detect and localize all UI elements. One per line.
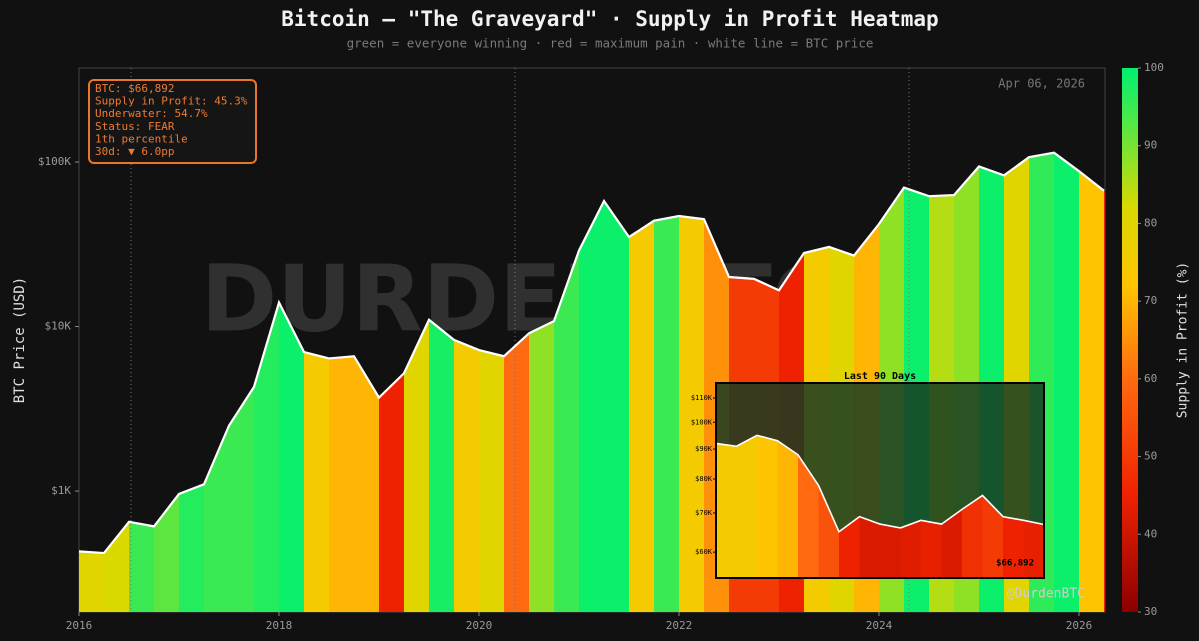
date-label: Apr 06, 2026 [998, 77, 1085, 91]
y-tick-label: $10K [45, 320, 72, 333]
x-tick-label: 2020 [466, 619, 493, 632]
inset-frame [715, 382, 1045, 579]
inset-heat-column [798, 454, 819, 578]
inset-heat-column [941, 509, 962, 578]
heat-column [604, 200, 629, 612]
chart-subtitle: green = everyone winning · red = maximum… [347, 36, 874, 51]
x-tick-label: 2024 [866, 619, 893, 632]
heat-column [254, 302, 279, 612]
heat-column [529, 321, 554, 612]
info-line: 1th percentile [95, 132, 188, 145]
inset-heat-column [818, 485, 839, 578]
inset-price-label: $66,892 [996, 559, 1034, 569]
inset-price-line [715, 434, 1045, 534]
heat-column [104, 521, 129, 612]
heat-column [504, 333, 529, 612]
colorbar-tick-label: 40 [1144, 527, 1157, 540]
info-line: Supply in Profit: 45.3% [95, 95, 248, 108]
heat-column [129, 521, 154, 612]
inset-heat-column [921, 520, 942, 578]
inset-heat-column [880, 524, 901, 578]
heat-column [1079, 171, 1104, 612]
info-line: Status: FEAR [95, 120, 175, 133]
inset-y-tick-label: $70K [695, 509, 713, 517]
inset-heat-column [1023, 520, 1044, 578]
heat-column [679, 215, 704, 612]
heat-column [654, 215, 679, 612]
inset-heat-column [839, 516, 860, 578]
inset-y-tick-label: $100K [691, 418, 713, 426]
heat-column [179, 484, 204, 612]
inset-heat-column [1003, 516, 1024, 578]
info-line: BTC: $66,892 [95, 82, 174, 95]
heat-column [304, 352, 329, 612]
colorbar-tick-label: 50 [1144, 450, 1157, 463]
x-tick-label: 2016 [66, 619, 93, 632]
chart-title: Bitcoin — "The Graveyard" · Supply in Pr… [281, 7, 938, 31]
inset-heat-column [962, 495, 983, 578]
info-line: 30d: ▼ 6.0pp [95, 145, 174, 158]
inset-y-tick-label: $60K [695, 548, 713, 556]
heat-column [454, 339, 479, 612]
y-tick-label: $100K [38, 155, 71, 168]
heat-column [1104, 190, 1105, 612]
heat-column [554, 250, 579, 613]
colorbar [1122, 68, 1138, 612]
heat-column [379, 373, 404, 612]
heat-column [629, 220, 654, 612]
heat-column [404, 319, 429, 612]
colorbar-tick-label: 80 [1144, 216, 1157, 229]
y-tick-label: $1K [51, 484, 71, 497]
x-tick-label: 2022 [666, 619, 693, 632]
price-line [78, 151, 1105, 555]
inset-heat-column [982, 495, 1003, 578]
colorbar-label: Supply in Profit (%) [1176, 262, 1191, 419]
heat-column [229, 386, 254, 612]
inset-heat-column [777, 440, 798, 578]
watermark: @DurdenBTC [1007, 587, 1085, 602]
colorbar-tick-label: 30 [1144, 605, 1157, 618]
heat-column [1054, 152, 1079, 612]
colorbar-tick-label: 60 [1144, 372, 1157, 385]
heat-column [329, 356, 354, 612]
inset-y-tick-label: $110K [691, 394, 713, 402]
inset-heat-column [736, 435, 757, 578]
inset-title: Last 90 Days [844, 371, 916, 382]
inset-y-tick-label: $90K [695, 445, 713, 453]
x-tick-label: 2018 [266, 619, 293, 632]
heat-column [79, 551, 104, 612]
heat-column [429, 319, 454, 612]
inset-y-tick-label: $80K [695, 475, 713, 483]
heat-column [279, 302, 304, 612]
heat-column [354, 356, 379, 612]
y-axis-label: BTC Price (USD) [12, 277, 28, 403]
heat-column [579, 200, 604, 612]
inset-heat-column [757, 435, 778, 578]
info-box [88, 79, 257, 164]
heat-column [154, 493, 179, 612]
inset-heat-column [900, 520, 921, 578]
heat-column [479, 350, 504, 612]
info-line: Underwater: 54.7% [95, 107, 208, 120]
x-tick-label: 2026 [1066, 619, 1093, 632]
inset-heat-column [859, 516, 880, 578]
colorbar-tick-label: 70 [1144, 294, 1157, 307]
colorbar-tick-label: 100 [1144, 61, 1164, 74]
inset-heat-column [716, 443, 737, 578]
colorbar-tick-label: 90 [1144, 139, 1157, 152]
